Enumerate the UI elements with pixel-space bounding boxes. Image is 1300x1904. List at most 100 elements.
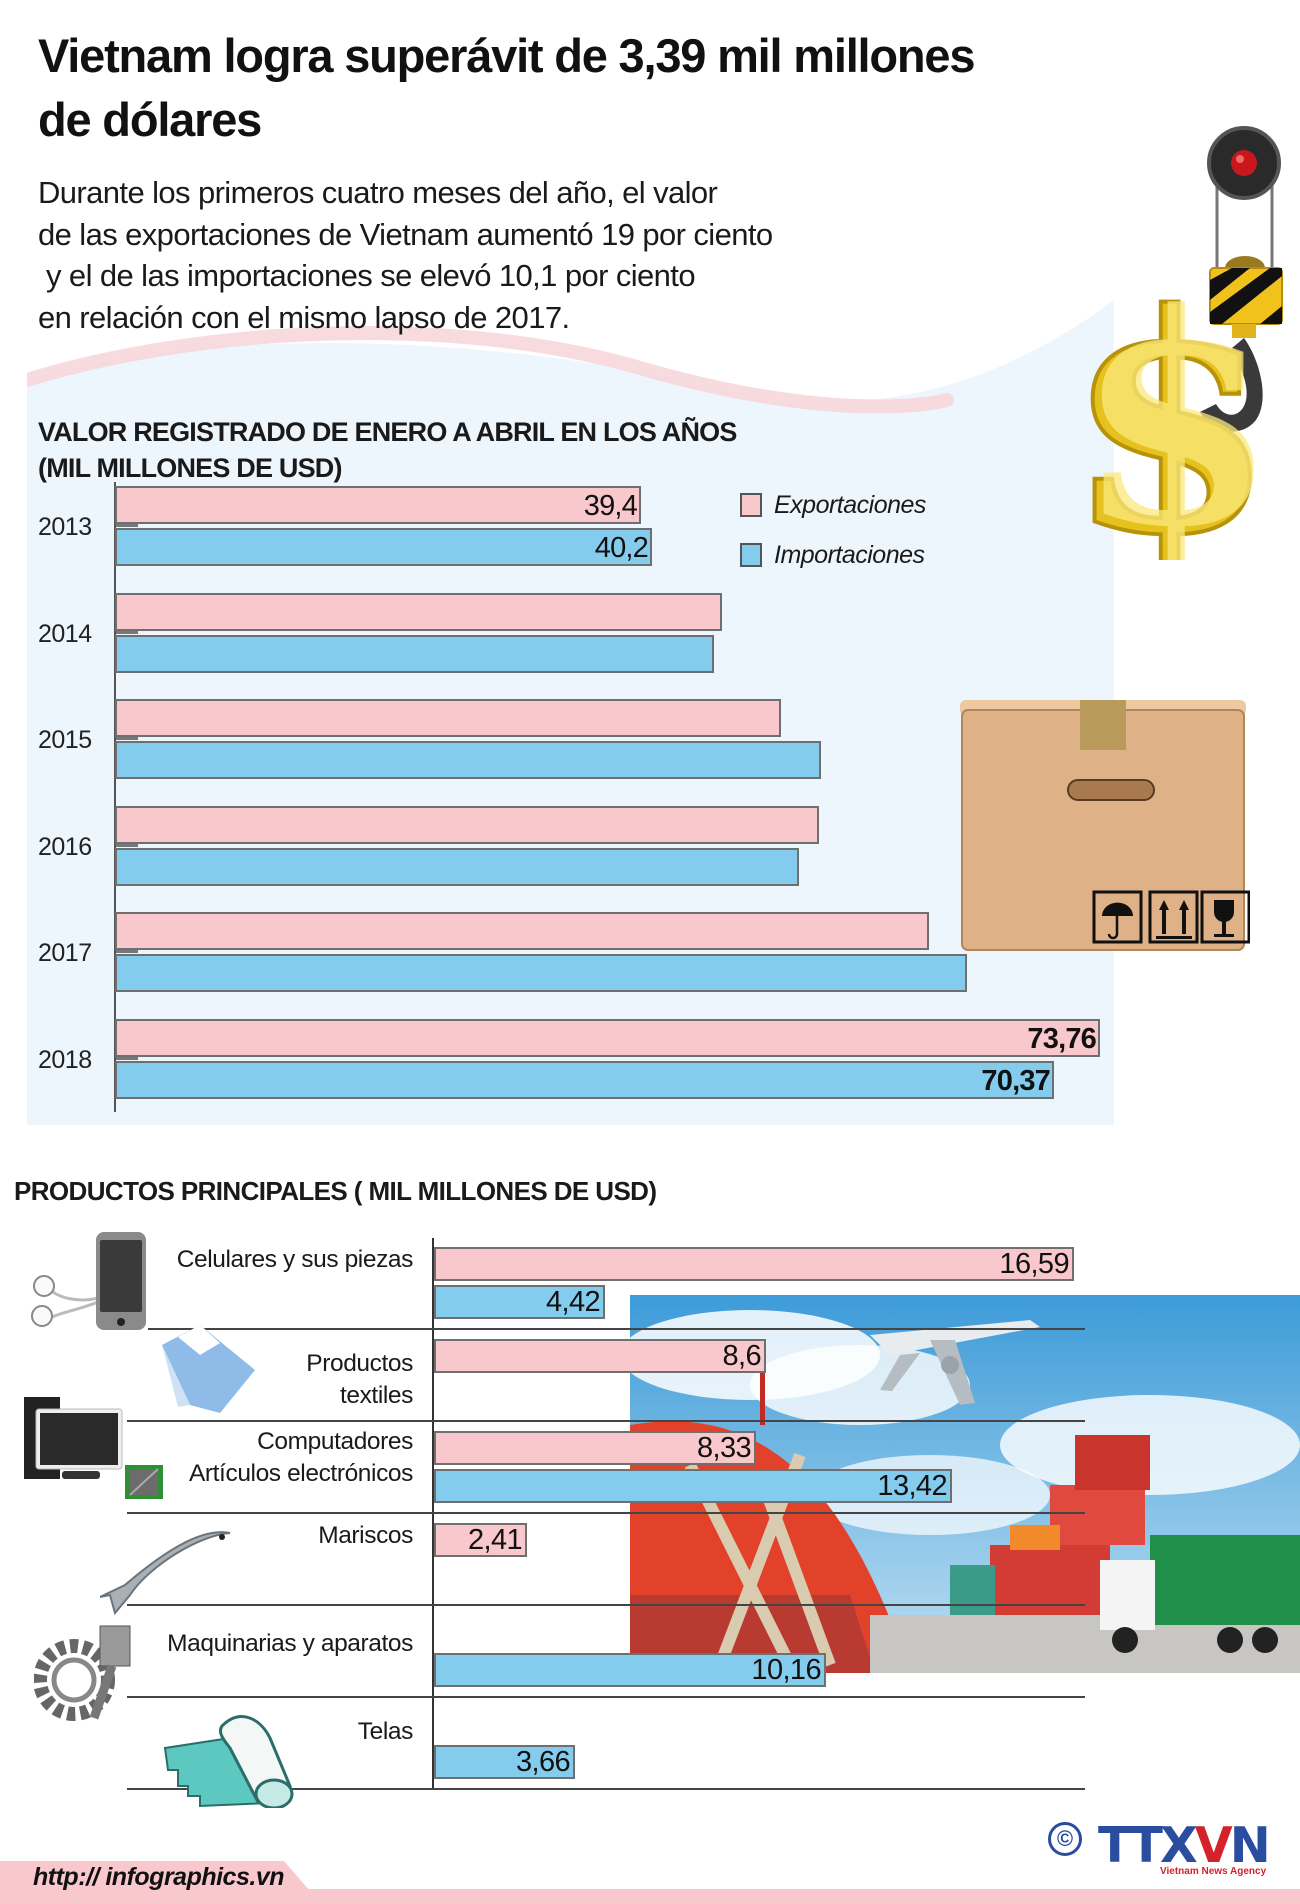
product-label-line: Maquinarias y aparatos (167, 1630, 413, 1657)
bar-value-label: 13,42 (877, 1470, 947, 1502)
axis-tick (116, 630, 138, 634)
footer-strip (0, 1889, 1300, 1904)
product-label: Maquinarias y aparatos (167, 1628, 413, 1660)
row-divider (127, 1512, 1085, 1514)
row-divider (127, 1420, 1085, 1422)
product-bar-exports: 8,33 (434, 1431, 756, 1465)
bar-exports (115, 805, 819, 844)
legend-swatch-imports (740, 543, 762, 567)
row-divider (148, 1328, 1085, 1330)
product-bar-exports: 2,41 (434, 1523, 527, 1557)
page-title: Vietnam logra superávit de 3,39 mil mill… (38, 24, 1038, 152)
year-label: 2017 (38, 939, 92, 967)
product-bar-exports: 16,59 (434, 1247, 1074, 1281)
chart2-title: PRODUCTOS PRINCIPALES ( MIL MILLONES DE … (14, 1176, 657, 1206)
chip-icon (125, 1465, 163, 1499)
bar-exports: 39,4 (115, 486, 641, 524)
bar-imports (115, 741, 821, 779)
truck-icon (1100, 1535, 1300, 1653)
row-divider (127, 1696, 1085, 1698)
year-label: 2014 (38, 619, 92, 648)
intro-line: en relación con el mismo lapso de 2017. (38, 299, 570, 335)
product-label-line: Celulares y sus piezas (176, 1246, 414, 1273)
computer-icon (24, 1397, 123, 1479)
bar-imports: 70,37 (115, 1060, 1054, 1099)
year-label: 2013 (38, 513, 92, 541)
product-label: Productos textiles (306, 1348, 413, 1412)
title-line-2: de dólares (38, 93, 262, 146)
chart1-title-line-2: (MIL MILLONES DE USD) (38, 453, 343, 483)
fragile-glass-icon (1200, 890, 1250, 944)
axis-tick (116, 1056, 138, 1060)
product-label-line: Artículos electrónicos (188, 1460, 413, 1487)
product-label: Telas (357, 1716, 414, 1748)
bar-value-label: 73,76 (1027, 1022, 1096, 1055)
logo-subtitle: Vietnam News Agency (1160, 1866, 1267, 1877)
chart1-title-line-1: VALOR REGISTRADO DE ENERO A ABRIL EN LOS… (38, 417, 737, 447)
logo-text: TTX (1098, 1817, 1198, 1874)
bar-exports (115, 912, 929, 950)
shirt-icon (162, 1325, 255, 1413)
svg-text:$: $ (1066, 248, 1275, 560)
row-divider (127, 1604, 1085, 1606)
row-divider (127, 1788, 1085, 1790)
crane-dollar-illustration: $ $ (1064, 126, 1283, 560)
bar-value-label: 4,42 (545, 1286, 601, 1318)
axis-tick (116, 524, 138, 527)
container-stack-icon (950, 1435, 1150, 1615)
product-label-line: textiles (339, 1382, 413, 1409)
dollar-sign-icon: $ $ (1064, 246, 1278, 560)
copyright-icon: © (1048, 1822, 1082, 1856)
product-label-line: Telas (357, 1718, 414, 1745)
product-label-line: Productos (306, 1350, 413, 1377)
bar-value-label: 39,4 (583, 490, 638, 522)
intro-line: y el de las importaciones se elevó 10,1 … (38, 258, 696, 293)
bar-exports: 73,76 (115, 1018, 1100, 1057)
bar-value-label: 8,6 (722, 1340, 761, 1372)
bar-value-label: 40,2 (594, 532, 649, 564)
product-bar-imports: 10,16 (434, 1653, 826, 1687)
fabric-roll-icon (163, 1715, 294, 1808)
fish-icon (100, 1531, 231, 1616)
footer-url-link[interactable]: http:// infographics.vn (33, 1863, 285, 1891)
title-line-1: Vietnam logra superávit de 3,39 mil mill… (38, 29, 976, 82)
legend-item-imports: Importaciones (740, 540, 925, 569)
product-label-line: Mariscos (318, 1522, 413, 1549)
ttxvn-logo: TTXVN (1098, 1821, 1271, 1870)
umbrella-icon (1092, 890, 1143, 944)
bar-value-label: 8,33 (696, 1432, 752, 1464)
legend-swatch-exports (740, 493, 762, 517)
bar-imports (115, 954, 967, 992)
bar-imports (115, 634, 714, 673)
smartphone-icon (31, 1232, 146, 1330)
bar-value-label: 3,66 (515, 1746, 571, 1778)
chart1-y-axis (114, 482, 116, 1112)
product-label-line: Computadores (257, 1428, 413, 1455)
bar-value-label: 16,59 (999, 1248, 1069, 1280)
intro-line: Durante los primeros cuatro meses del añ… (38, 175, 718, 210)
pulley-icon (1207, 126, 1281, 270)
product-label: Mariscos (318, 1520, 413, 1552)
intro-paragraph: Durante los primeros cuatro meses del añ… (38, 172, 858, 338)
intro-line: de las exportaciones de Vietnam aumentó … (38, 216, 773, 252)
bar-imports: 40,2 (115, 528, 652, 566)
logo-text-n: N (1229, 1817, 1271, 1874)
bar-imports (115, 847, 799, 886)
logo-text-v: V (1194, 1817, 1233, 1874)
bar-value-label: 10,16 (751, 1654, 821, 1686)
product-bar-exports: 8,6 (434, 1339, 766, 1373)
axis-tick (116, 950, 138, 953)
product-bar-imports: 4,42 (434, 1285, 605, 1319)
hook-icon (1200, 256, 1283, 432)
year-label: 2018 (38, 1045, 92, 1074)
bar-value-label: 2,41 (467, 1524, 523, 1556)
axis-tick (116, 843, 138, 847)
product-bar-imports: 3,66 (434, 1745, 575, 1779)
legend-label-imports: Importaciones (774, 540, 925, 569)
bar-exports (115, 592, 722, 631)
this-side-up-icon (1148, 890, 1199, 944)
year-label: 2015 (38, 726, 92, 754)
svg-text:$: $ (1076, 251, 1278, 560)
legend-label-exports: Exportaciones (774, 490, 926, 519)
legend-item-exports: Exportaciones (740, 490, 926, 519)
